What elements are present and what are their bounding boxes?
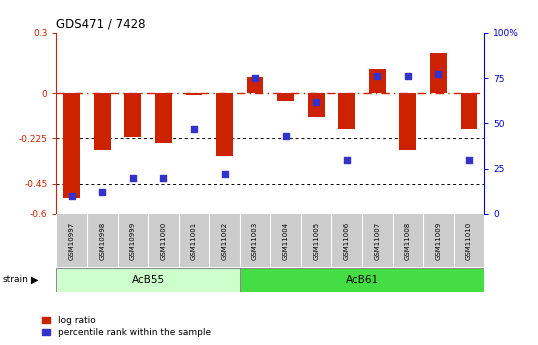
Point <box>159 175 168 180</box>
Bar <box>338 93 355 129</box>
Bar <box>63 93 80 198</box>
Point <box>220 171 229 177</box>
Text: GSM11004: GSM11004 <box>282 221 288 260</box>
Bar <box>56 268 240 292</box>
Bar <box>94 93 111 149</box>
Bar <box>240 268 484 292</box>
Text: GSM11008: GSM11008 <box>405 221 411 260</box>
Text: GSM11003: GSM11003 <box>252 221 258 260</box>
Text: GSM10997: GSM10997 <box>69 221 75 260</box>
Bar <box>399 93 416 149</box>
Text: GSM11007: GSM11007 <box>374 221 380 260</box>
Text: GSM10999: GSM10999 <box>130 221 136 260</box>
Point <box>342 157 351 162</box>
Text: GSM11000: GSM11000 <box>160 221 166 260</box>
Point <box>404 73 412 79</box>
Point <box>129 175 137 180</box>
Text: GSM11002: GSM11002 <box>222 221 228 260</box>
Point <box>67 193 76 199</box>
Point <box>373 73 381 79</box>
Point <box>251 75 259 81</box>
Bar <box>216 93 233 156</box>
Point <box>190 126 199 131</box>
Text: GSM11005: GSM11005 <box>313 221 319 260</box>
Bar <box>246 77 264 93</box>
Text: GSM11009: GSM11009 <box>435 221 441 260</box>
Text: GSM10998: GSM10998 <box>100 221 105 260</box>
Bar <box>186 93 202 95</box>
Text: AcB61: AcB61 <box>345 275 379 285</box>
Legend: log ratio, percentile rank within the sample: log ratio, percentile rank within the sa… <box>42 316 211 337</box>
Text: GSM11001: GSM11001 <box>191 221 197 260</box>
Point <box>98 189 107 195</box>
Bar <box>369 69 386 93</box>
Bar <box>124 93 141 137</box>
Text: GSM11010: GSM11010 <box>466 221 472 260</box>
Text: AcB55: AcB55 <box>132 275 165 285</box>
Bar <box>277 93 294 101</box>
Bar <box>461 93 477 129</box>
Bar <box>308 93 324 117</box>
Text: GSM11006: GSM11006 <box>344 221 350 260</box>
Bar <box>155 93 172 144</box>
Point <box>312 99 321 104</box>
Point <box>434 72 443 77</box>
Bar <box>430 53 447 93</box>
Text: strain: strain <box>3 275 29 284</box>
Point <box>281 133 290 139</box>
Text: GDS471 / 7428: GDS471 / 7428 <box>56 17 146 30</box>
Point <box>465 157 473 162</box>
Text: ▶: ▶ <box>31 275 39 285</box>
